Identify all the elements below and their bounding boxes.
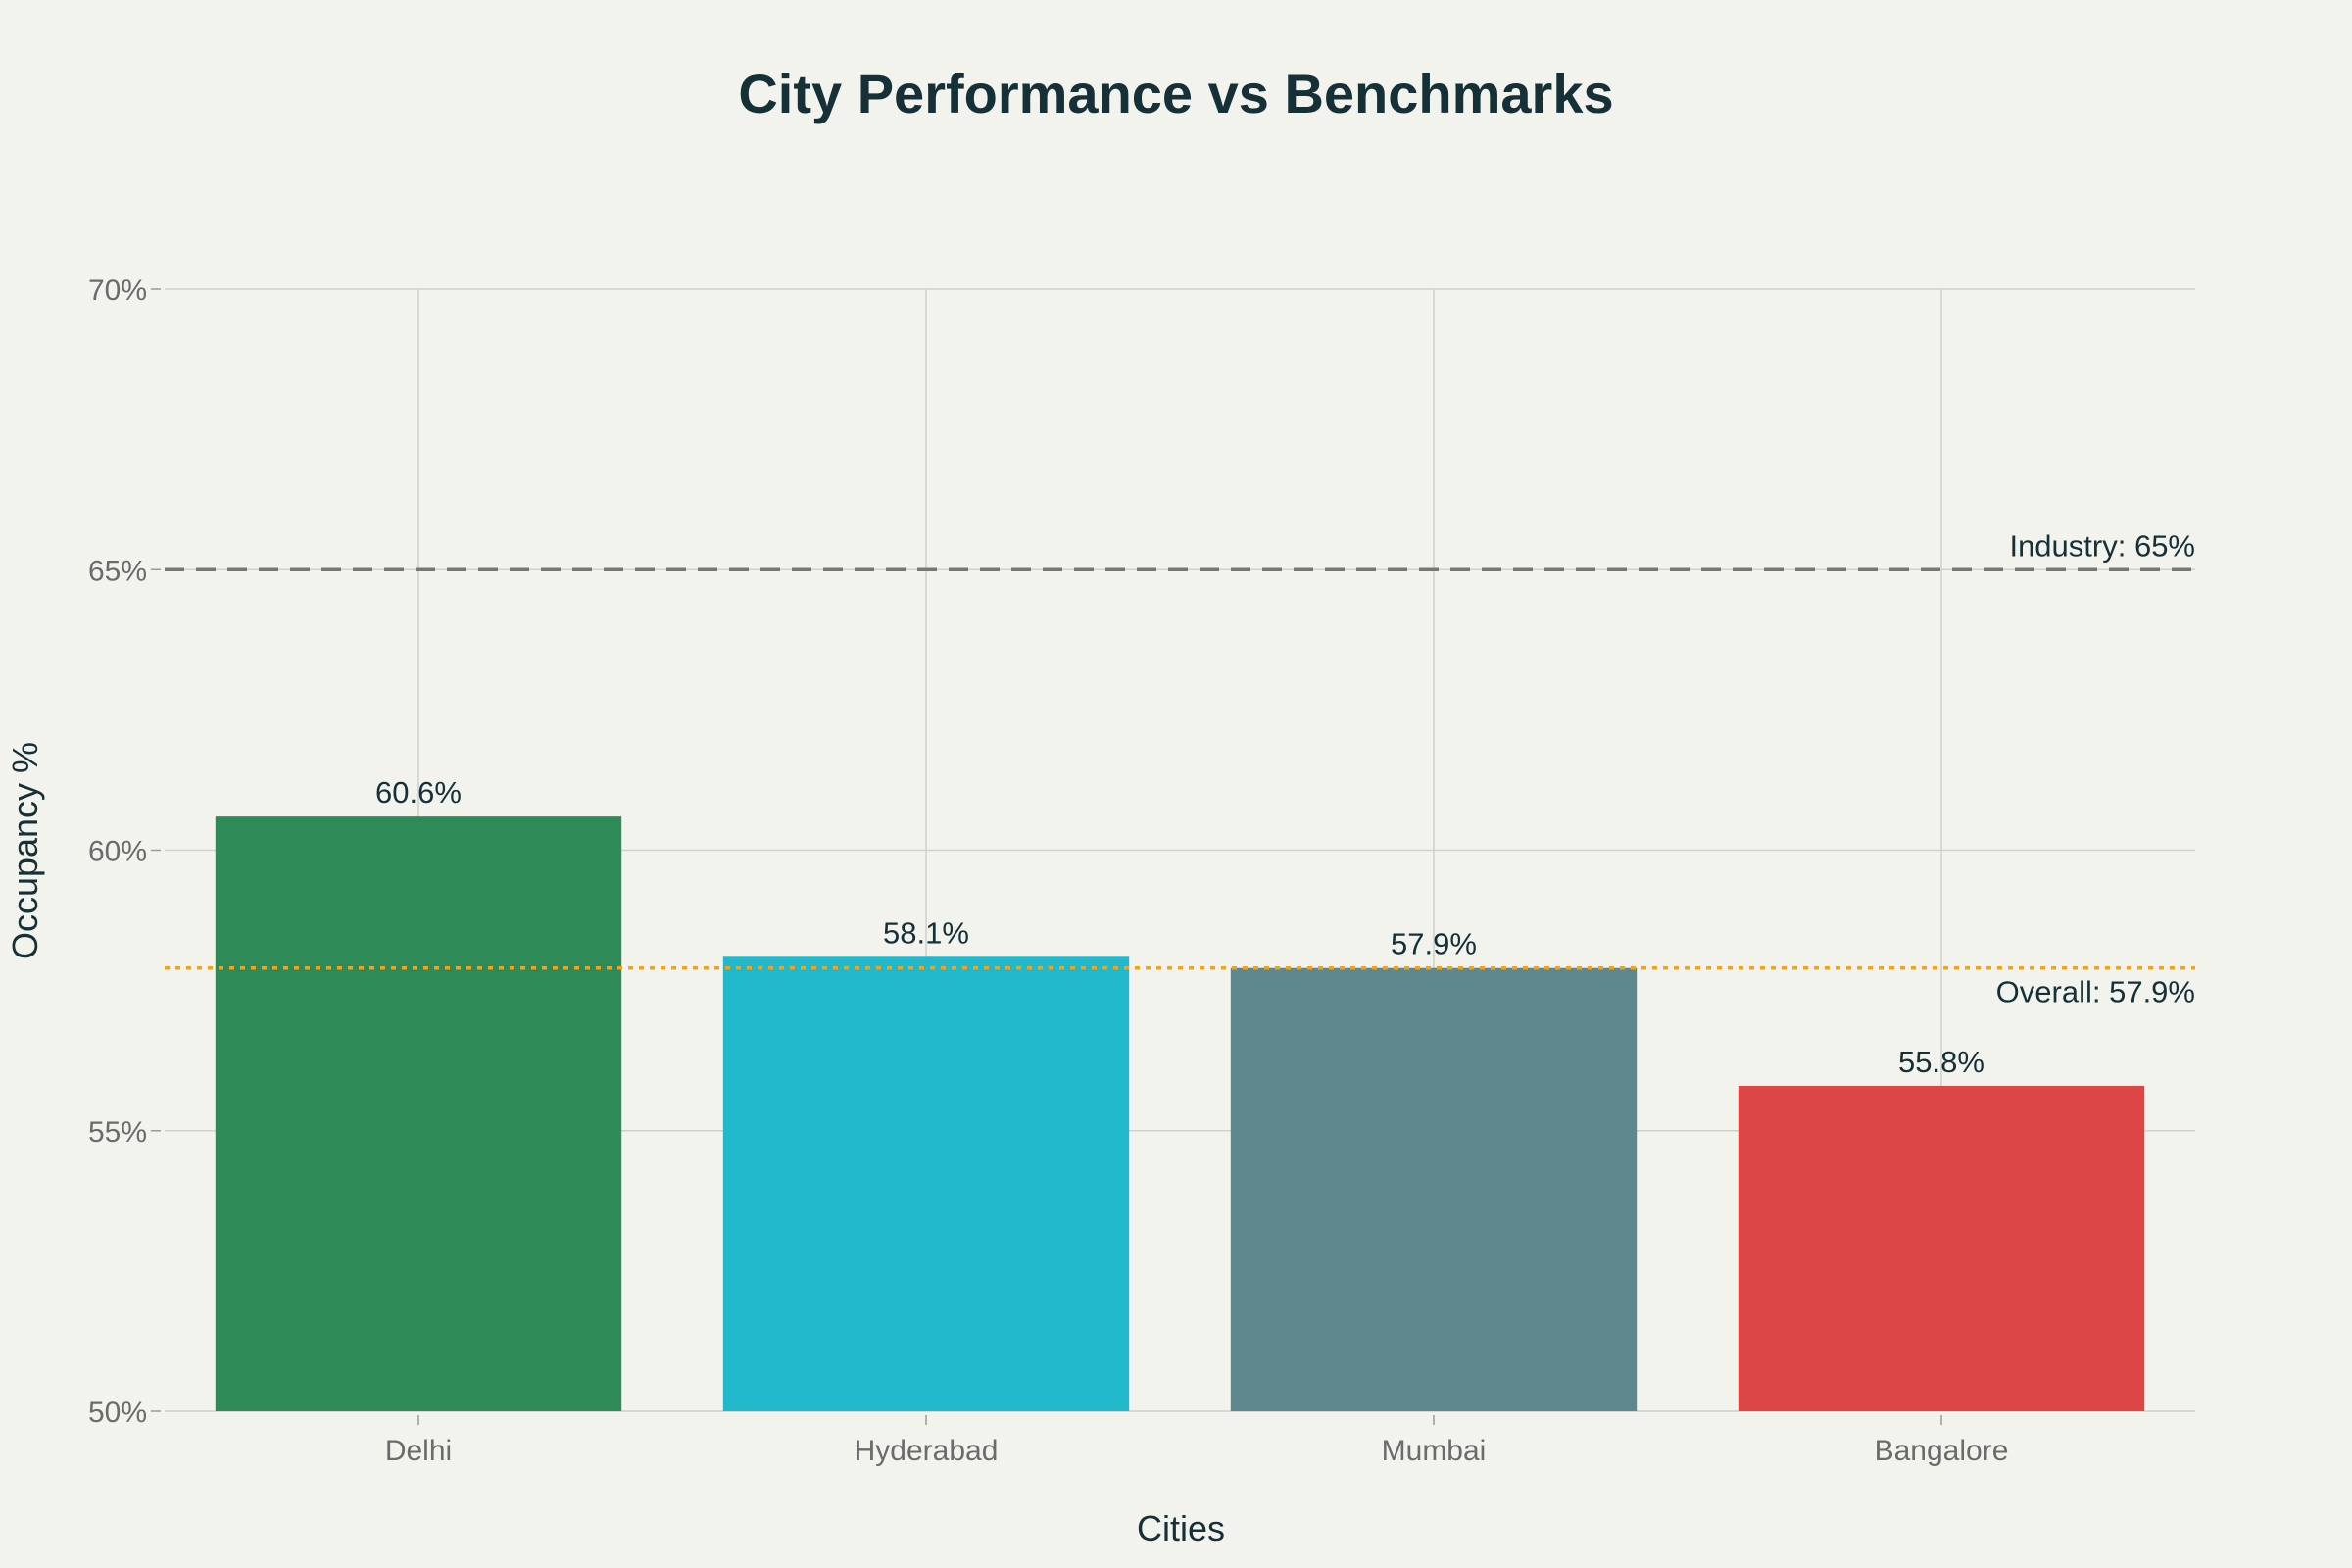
data-labels: 60.6% 58.1% 57.9% 55.8%	[375, 775, 1984, 1079]
y-tick-label: 65%	[88, 555, 147, 587]
axes: 50% 55% 60% 65% 70% Delhi Hyderabad Mumbai Banga…	[88, 274, 2008, 1467]
bars	[215, 816, 2145, 1411]
bar-hyderabad	[722, 956, 1130, 1411]
bar-value-label: 60.6%	[375, 775, 462, 809]
bar-delhi	[215, 816, 622, 1411]
reference-lines: Industry: 65% Overall: 57.9%	[165, 528, 2195, 1009]
y-tick-label: 60%	[88, 836, 147, 868]
chart-title: City Performance vs Benchmarks	[738, 63, 1613, 124]
x-axis-title: Cities	[1137, 1508, 1225, 1548]
y-tick-label: 50%	[88, 1396, 147, 1429]
bar-value-label: 55.8%	[1898, 1045, 1984, 1079]
bar-mumbai	[1230, 967, 1638, 1411]
bar-bangalore	[1738, 1085, 2145, 1411]
y-tick-label: 55%	[88, 1116, 147, 1149]
x-tick-label: Hyderabad	[855, 1435, 999, 1467]
x-tick-label: Bangalore	[1875, 1435, 2009, 1467]
bar-value-label: 57.9%	[1391, 927, 1477, 961]
y-tick-label: 70%	[88, 274, 147, 307]
bar-value-label: 58.1%	[883, 915, 969, 950]
reference-line-label-0: Industry: 65%	[2009, 528, 2195, 563]
x-tick-label: Delhi	[385, 1435, 452, 1467]
x-tick-label: Mumbai	[1382, 1435, 1487, 1467]
reference-line-label-1: Overall: 57.9%	[1996, 975, 2195, 1009]
y-axis-title: Occupancy %	[5, 742, 45, 959]
